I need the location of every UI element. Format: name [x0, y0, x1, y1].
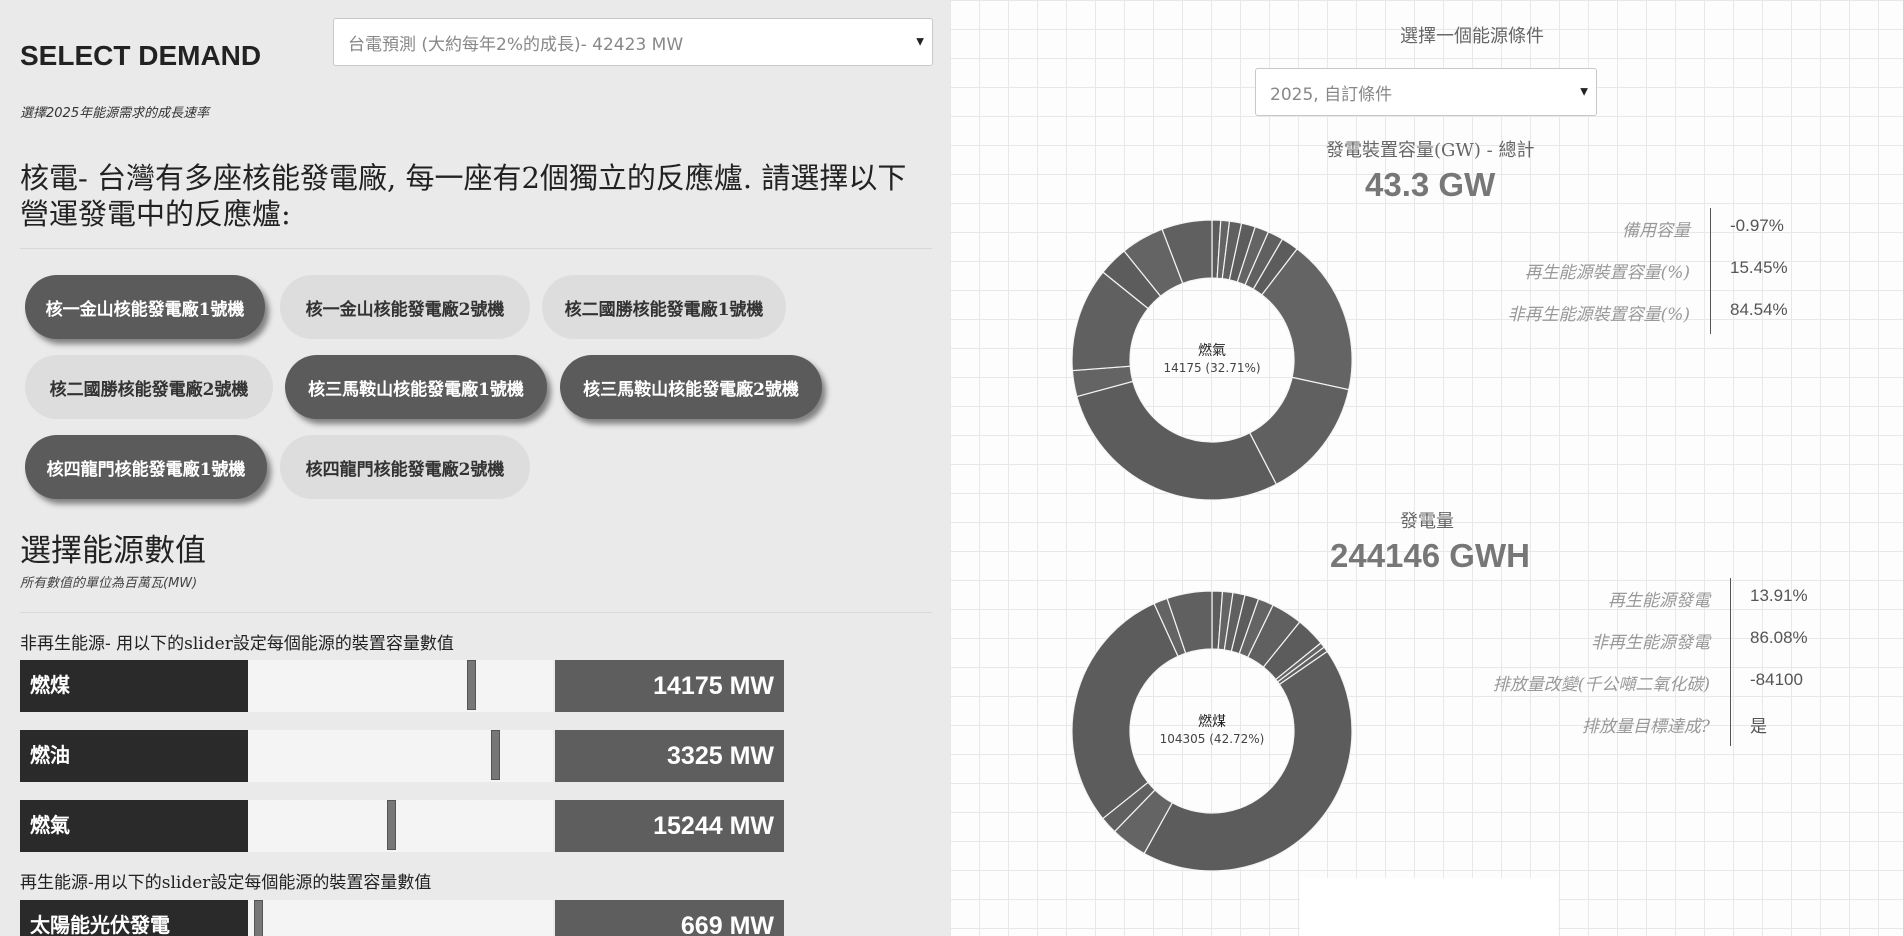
generation-total: 244146 GWH — [1330, 537, 1530, 574]
divider — [20, 248, 932, 249]
slider-handle[interactable] — [387, 800, 396, 850]
demand-select-value: 台電預測 (大約每年2%的成長)- 42423 MW — [348, 34, 684, 55]
stat-label: 非再生能源裝置容量(%) — [1507, 305, 1690, 325]
stat-value: 13.91% — [1750, 586, 1808, 605]
chevron-down-icon: ▼ — [916, 36, 924, 48]
renewable-section-label: 再生能源-用以下的slider設定每個能源的裝置容量數值 — [20, 873, 432, 893]
generation-chart-title: 發電量 — [1400, 511, 1454, 532]
stat-label: 非再生能源發電 — [1591, 633, 1710, 653]
reactor-toggle-label: 核一金山核能發電廠2號機 — [305, 299, 505, 320]
stat-value: 是 — [1750, 717, 1767, 736]
divider — [20, 612, 932, 613]
reactor-toggle-label: 核三馬鞍山核能發電廠2號機 — [583, 379, 799, 400]
reactor-toggle-3[interactable]: 核二國勝核能發電廠1號機 — [542, 275, 786, 339]
results-panel: 選擇一個能源條件 2025, 自訂條件 ▼ 發電裝置容量(GW) - 總計 43… — [950, 0, 1903, 936]
slider-value: 15244 MW — [555, 800, 784, 852]
stat-label: 排放量改變(千公噸二氧化碳) — [1492, 675, 1710, 695]
stat-value: -84100 — [1750, 670, 1803, 689]
values-heading: 選擇能源數值 — [20, 533, 206, 569]
reactor-toggle-1[interactable]: 核一金山核能發電廠1號機 — [25, 275, 265, 339]
capacity-center-value: 14175 (32.71%) — [1163, 361, 1260, 375]
select-demand-title: SELECT DEMAND — [20, 40, 262, 71]
stat-label: 備用容量 — [1622, 221, 1690, 241]
reactor-toggle-6[interactable]: 核三馬鞍山核能發電廠2號機 — [560, 355, 822, 419]
slider-track[interactable] — [248, 660, 553, 712]
reactor-toggle-2[interactable]: 核一金山核能發電廠2號機 — [280, 275, 530, 339]
capacity-total: 43.3 GW — [1365, 166, 1496, 203]
stats-divider-line — [1710, 208, 1711, 334]
slider-value: 3325 MW — [555, 730, 784, 782]
slider-track[interactable] — [248, 730, 553, 782]
chevron-down-icon: ▼ — [1580, 86, 1588, 98]
stat-value: 84.54% — [1730, 300, 1788, 319]
stat-value: 15.45% — [1730, 258, 1788, 277]
generation-donut-chart: 燃煤 104305 (42.72%) — [1071, 590, 1353, 872]
reactor-toggle-5[interactable]: 核三馬鞍山核能發電廠1號機 — [285, 355, 547, 419]
scenario-select[interactable]: 2025, 自訂條件 ▼ — [1255, 68, 1597, 116]
slider-track[interactable] — [248, 800, 553, 852]
demand-hint: 選擇2025年能源需求的成長速率 — [20, 106, 210, 121]
generation-center-value: 104305 (42.72%) — [1160, 732, 1265, 746]
reactor-toggle-label: 核二國勝核能發電廠2號機 — [49, 379, 249, 400]
reactor-toggle-label: 核一金山核能發電廠1號機 — [45, 299, 245, 320]
generation-donut-slice[interactable] — [1143, 650, 1353, 872]
slider-handle[interactable] — [467, 660, 476, 710]
reactor-toggle-8[interactable]: 核四龍門核能發電廠2號機 — [280, 435, 530, 499]
slider-label: 燃油 — [20, 730, 248, 782]
slider-row: 燃油 3325 MW — [20, 730, 784, 782]
values-hint: 所有數值的單位為百萬瓦(MW) — [20, 576, 198, 591]
demand-select[interactable]: 台電預測 (大約每年2%的成長)- 42423 MW ▼ — [333, 18, 933, 66]
capacity-donut-slice[interactable] — [1161, 219, 1213, 285]
slider-track[interactable] — [248, 900, 553, 936]
slider-handle[interactable] — [254, 900, 263, 936]
reactor-toggle-label: 核四龍門核能發電廠2號機 — [305, 459, 505, 480]
slider-handle[interactable] — [491, 730, 500, 780]
capacity-donut-chart: 燃氣 14175 (32.71%) — [1071, 219, 1353, 501]
reactor-toggle-label: 核二國勝核能發電廠1號機 — [564, 299, 764, 320]
slider-row: 燃氣 15244 MW — [20, 800, 784, 852]
slider-label: 燃氣 — [20, 800, 248, 852]
stat-label: 再生能源發電 — [1608, 591, 1710, 611]
reactor-toggle-label: 核四龍門核能發電廠1號機 — [46, 459, 246, 480]
slider-value: 14175 MW — [555, 660, 784, 712]
controls-panel: SELECT DEMAND 台電預測 (大約每年2%的成長)- 42423 MW… — [0, 0, 950, 936]
slider-label: 燃煤 — [20, 660, 248, 712]
reactor-toggle-label: 核三馬鞍山核能發電廠1號機 — [308, 379, 524, 400]
stats-divider-line — [1730, 578, 1731, 746]
nonrenewable-section-label: 非再生能源- 用以下的slider設定每個能源的裝置容量數值 — [20, 634, 454, 654]
slider-label: 太陽能光伏發電 — [20, 900, 248, 936]
capacity-center-name: 燃氣 — [1198, 342, 1226, 359]
capacity-donut-slice[interactable] — [1076, 380, 1278, 501]
scenario-label: 選擇一個能源條件 — [1400, 26, 1544, 47]
footer-blank — [1300, 878, 1558, 936]
generation-center-name: 燃煤 — [1198, 713, 1226, 730]
capacity-chart-title: 發電裝置容量(GW) - 總計 — [1326, 140, 1535, 161]
generation-donut-slice[interactable] — [1166, 590, 1213, 655]
slider-value: 669 MW — [555, 900, 784, 936]
stat-label: 再生能源裝置容量(%) — [1524, 263, 1690, 283]
reactor-toggle-4[interactable]: 核二國勝核能發電廠2號機 — [25, 355, 273, 419]
scenario-select-value: 2025, 自訂條件 — [1270, 84, 1393, 105]
generation-donut-slice[interactable] — [1071, 602, 1179, 820]
stat-value: -0.97% — [1730, 216, 1784, 235]
nuclear-heading: 核電- 台灣有多座核能發電廠, 每一座有2個獨立的反應爐. 請選擇以下營運發電中… — [20, 161, 907, 231]
stat-value: 86.08% — [1750, 628, 1808, 647]
slider-row: 太陽能光伏發電 669 MW — [20, 900, 784, 936]
reactor-toggle-7[interactable]: 核四龍門核能發電廠1號機 — [25, 435, 267, 499]
slider-row: 燃煤 14175 MW — [20, 660, 784, 712]
stat-label: 排放量目標達成? — [1581, 717, 1710, 737]
